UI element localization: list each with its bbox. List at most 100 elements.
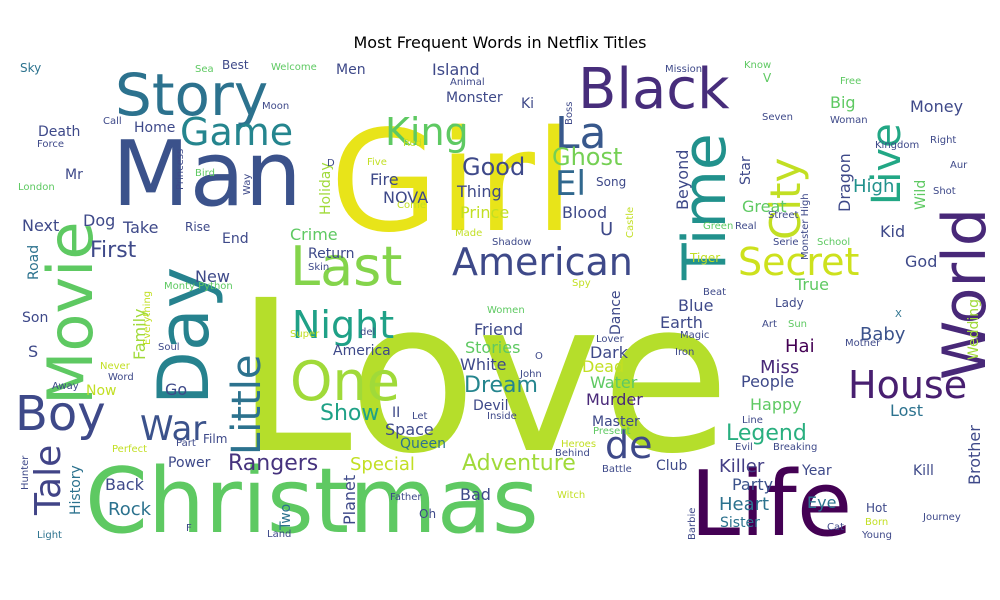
word-art: Art [762,319,777,330]
word-killer: Killer [719,456,765,477]
word-lady: Lady [775,296,804,310]
word-london: London [18,182,55,193]
word-kill: Kill [913,463,934,479]
word-soul: Soul [158,342,180,353]
word-year: Year [801,463,832,479]
word-world: World [930,208,1000,380]
word-space: Space [385,420,434,439]
word-bird: Bird [195,168,215,179]
word-know: Know [744,60,771,71]
word-right: Right [930,135,956,146]
word-young: Young [861,530,892,541]
word-five: Five [367,157,387,168]
word-planet: Planet [340,475,359,525]
word-dark: Dark [590,343,629,362]
word-aur: Aur [950,160,968,171]
word-people: People [741,372,794,391]
word-god: God [905,252,937,271]
word-witch: Witch [557,490,585,501]
word-kingdom: Kingdom [875,140,919,151]
word-now: Now [86,383,117,399]
word-journey: Journey [922,512,961,523]
word-del: del [360,327,375,338]
word-white: White [460,355,507,374]
word-black: Black [578,57,730,122]
word-street: Street [768,210,798,221]
word-crime: Crime [290,225,338,244]
word-big: Big [830,93,856,112]
word-skin: Skin [308,262,329,273]
word-serie: Serie [773,237,799,248]
word-blood: Blood [562,203,607,222]
word-american: American [452,240,633,284]
word-line: Line [742,415,763,426]
word-hunter: Hunter [20,455,31,490]
word-rise: Rise [185,220,210,234]
word-road: Road [26,245,42,280]
word-home: Home [134,120,175,136]
word-king: King [385,110,469,154]
word-behind: Behind [555,448,590,459]
word-u: U [600,219,613,240]
word-way: Way [242,174,253,195]
word-new: New [195,267,230,286]
word-de: de [605,423,653,467]
word-monster: Monster [446,90,503,106]
word-lover: Lover [596,334,625,345]
word-word: Word [108,372,134,383]
word-good: Good [462,153,525,181]
word-boy: Boy [15,386,106,442]
word-game: Game [180,110,293,154]
word-blue: Blue [678,296,713,315]
word-nova: NOVA [383,188,428,207]
word-adventure: Adventure [462,451,576,476]
word-queen: Queen [400,436,446,452]
word-america: America [333,343,391,359]
word-island: Island [432,60,480,79]
word-man: Man [112,122,302,227]
word-la: La [555,108,606,159]
word-love: Love [235,255,730,500]
word-d: D [327,158,335,169]
word-red: Red [403,138,422,149]
word-let: Let [412,411,428,422]
word-come: Come [397,200,426,211]
word-great: Great [742,197,787,216]
word-sister: Sister [720,515,760,531]
word-seven: Seven [762,112,793,123]
word-city: City [761,158,810,240]
word-dance: Dance [608,290,624,335]
word-girl: Girl [330,101,574,264]
word-free: Free [840,76,861,87]
word-legend: Legend [726,421,807,446]
word-el: El [555,164,586,204]
word-women: Women [487,305,525,316]
word-ghost: Ghost [552,143,622,171]
word-money: Money [910,97,963,116]
word-miss: Miss [760,357,799,378]
word-spy: Spy [572,278,591,289]
word-f: F [186,523,192,534]
word-shadow: Shadow [492,237,531,248]
word-beyond: Beyond [673,150,692,210]
word-live: Live [864,123,910,205]
word-sea: Sea [195,64,214,75]
word-evil: Evil [735,442,753,453]
word-lost: Lost [890,401,923,420]
word-brother: Brother [965,425,984,485]
word-never: Never [100,361,131,372]
word-eye: Eye [807,493,836,512]
word-super: Super [290,329,320,340]
word-dog: Dog [83,211,115,230]
word-little: Little [224,355,270,456]
word-rock: Rock [108,499,152,520]
word-special: Special [350,454,415,475]
word-high: High [853,176,894,197]
word-boss: Boss [564,102,575,125]
word-stories: Stories [465,338,520,357]
word-fire: Fire [370,170,399,189]
word-wild: Wild [913,180,929,210]
word-thing: Thing [456,182,502,201]
word-kid: Kid [880,222,905,241]
